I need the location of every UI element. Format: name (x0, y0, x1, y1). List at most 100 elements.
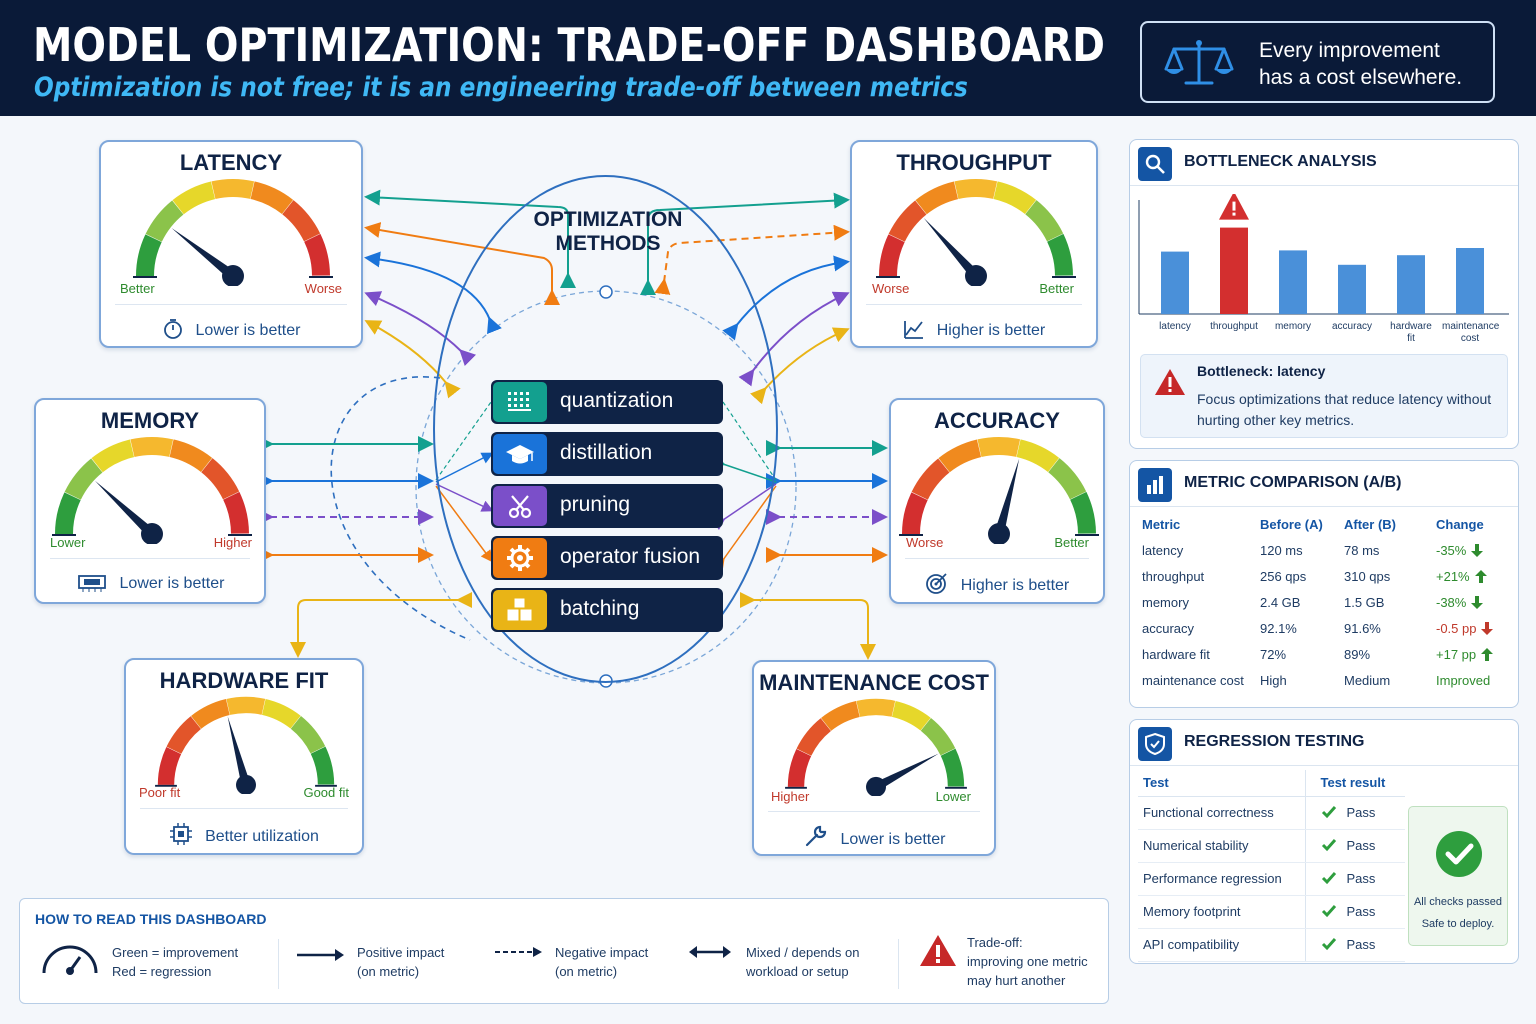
latency-divider (115, 304, 347, 305)
gauge-arc-segment (879, 234, 905, 277)
memory-title: MEMORY (100, 408, 200, 433)
change-value-cell: Improved (1436, 667, 1516, 693)
method-pruning[interactable]: pruning (491, 484, 723, 528)
bottleneck-bar (1220, 227, 1248, 314)
methods-title-line-2: METHODS (555, 232, 661, 255)
method-quantization[interactable]: quantization (491, 380, 723, 424)
bottleneck-bar-label: maintenance cost (1442, 321, 1499, 345)
bottleneck-bar-label: memory (1265, 321, 1321, 333)
before-value-cell-text: 2.4 GB (1260, 594, 1301, 610)
test-name-cell: Functional correctness (1138, 796, 1305, 830)
bar-label-line-1: throughput (1210, 321, 1258, 332)
accuracy-divider (905, 558, 1089, 559)
metric-name-cell-text: latency (1142, 542, 1184, 558)
gauge-arc-segment (856, 698, 896, 717)
magnifier-icon (1138, 147, 1172, 181)
method-operator-fusion-label: operator fusion (560, 545, 701, 568)
gauge-arc-segment (304, 233, 330, 276)
accuracy-card: ACCURACY Worse Better Higher is better (889, 398, 1105, 604)
comparison-row: memory 2.4 GB 1.5 GB -38% (1142, 589, 1516, 615)
all-passed-summary: All checks passed Safe to deploy. (1408, 806, 1508, 946)
bar-label-line-2: fit (1407, 333, 1415, 344)
legend-tradeoff-line-1: Trade-off: (967, 935, 1023, 950)
gauge-hub (236, 774, 256, 794)
bottleneck-bar (1279, 250, 1307, 314)
gauge-icon (42, 945, 98, 975)
test-result-cell: Pass (1304, 928, 1405, 962)
gauge-arc-segment (796, 718, 832, 757)
page-title: MODEL OPTIMIZATION: TRADE-OFF DASHBOARD (33, 18, 1106, 72)
latency-right-label: Worse (304, 281, 342, 296)
throughput-right-label: Better (1039, 281, 1074, 296)
throughput-card: THROUGHPUT Worse Better Higher is better (850, 140, 1098, 348)
check-circle-icon (1436, 831, 1482, 877)
optimization-methods-ring (433, 175, 778, 683)
gauge-arc-segment (172, 181, 216, 215)
after-value-cell: 310 qps (1344, 563, 1436, 589)
method-distillation[interactable]: distillation (491, 432, 723, 476)
test-result-text: Pass (1346, 904, 1376, 919)
double-arrow-icon (689, 946, 731, 958)
after-value-cell: 78 ms (1344, 537, 1436, 563)
regression-header-row: Test Test result (1138, 770, 1405, 797)
metric-name-cell-text: accuracy (1142, 620, 1195, 636)
gauge-hub (988, 523, 1010, 544)
memory-gauge (52, 437, 252, 544)
before-value-cell: 256 qps (1260, 563, 1344, 589)
after-value-cell-text: 89% (1344, 646, 1371, 662)
arrow-down-icon (1471, 543, 1484, 557)
bar-chart-icon (1138, 468, 1172, 502)
after-value-cell-text: 310 qps (1344, 568, 1391, 584)
stopwatch-icon (163, 319, 182, 339)
metric-name-cell-text: maintenance cost (1142, 672, 1244, 688)
method-pruning-label: pruning (560, 493, 631, 516)
throughput-footer-text: Higher is better (936, 322, 1046, 339)
legend-separator (278, 939, 279, 989)
summary-line-2: Safe to deploy. (1421, 918, 1495, 930)
legend-gauge-text: Green = improvement Red = regression (112, 943, 238, 981)
gauge-arc-segment (169, 439, 213, 473)
accuracy-left-label: Worse (906, 535, 944, 550)
method-batching[interactable]: batching (491, 588, 723, 632)
regression-row: Functional correctness Pass (1138, 796, 1405, 830)
legend-separator (898, 939, 899, 989)
bar-label-line-1: accuracy (1331, 321, 1372, 332)
regression-row: API compatibility Pass (1138, 928, 1405, 962)
gauge-arc-segment (91, 439, 135, 473)
metric-name-cell: hardware fit (1142, 641, 1260, 667)
gauge-arc-segment (1047, 233, 1073, 276)
legend-positive-text: Positive impact (on metric) (357, 943, 444, 981)
gauge-arc-segment (281, 200, 321, 242)
change-value-cell: +21% (1436, 563, 1516, 589)
method-operator-fusion[interactable]: operator fusion (491, 536, 723, 580)
gauge-hub (222, 265, 244, 286)
warning-mark (1232, 201, 1236, 211)
before-value-cell: High (1260, 667, 1344, 693)
comparison-header-row: Metric Before (A) After (B) Change (1142, 511, 1516, 537)
hardware-fit-left-label: Poor fit (139, 785, 181, 800)
after-value-cell-text: 78 ms (1344, 542, 1380, 558)
bar-label-line-2: cost (1460, 333, 1480, 344)
test-result-text: Pass (1346, 871, 1376, 886)
maintenance-cost-footer: Lower is better (754, 823, 994, 849)
maintenance-cost-right-label: Lower (935, 789, 971, 804)
gauge-arc-segment (145, 200, 184, 243)
maintenance-cost-left-label: Higher (771, 789, 810, 804)
gauge-arc-segment (136, 234, 162, 277)
bottleneck-alert: Bottleneck: latency Focus optimizations … (1140, 354, 1508, 438)
wrench-icon (805, 825, 826, 847)
latency-footer: Lower is better (101, 318, 361, 340)
arrow-up-icon (1481, 647, 1494, 661)
change-value-cell: -38% (1436, 589, 1516, 615)
target-icon (925, 573, 947, 594)
bottleneck-alert-title: Bottleneck: latency (1197, 363, 1326, 379)
bottleneck-bar-label: latency (1147, 321, 1203, 333)
hardware-fit-right-label: Good fit (303, 785, 349, 800)
test-result-text: Pass (1346, 937, 1376, 952)
legend-negative-text: Negative impact (on metric) (555, 943, 648, 981)
gauge-arc-segment (211, 179, 255, 200)
test-result-cell: Pass (1304, 862, 1405, 896)
accuracy-title: ACCURACY (934, 408, 1060, 433)
gauge-needle (923, 218, 980, 280)
legend-tradeoff-line-2: improving one metric (967, 954, 1088, 969)
